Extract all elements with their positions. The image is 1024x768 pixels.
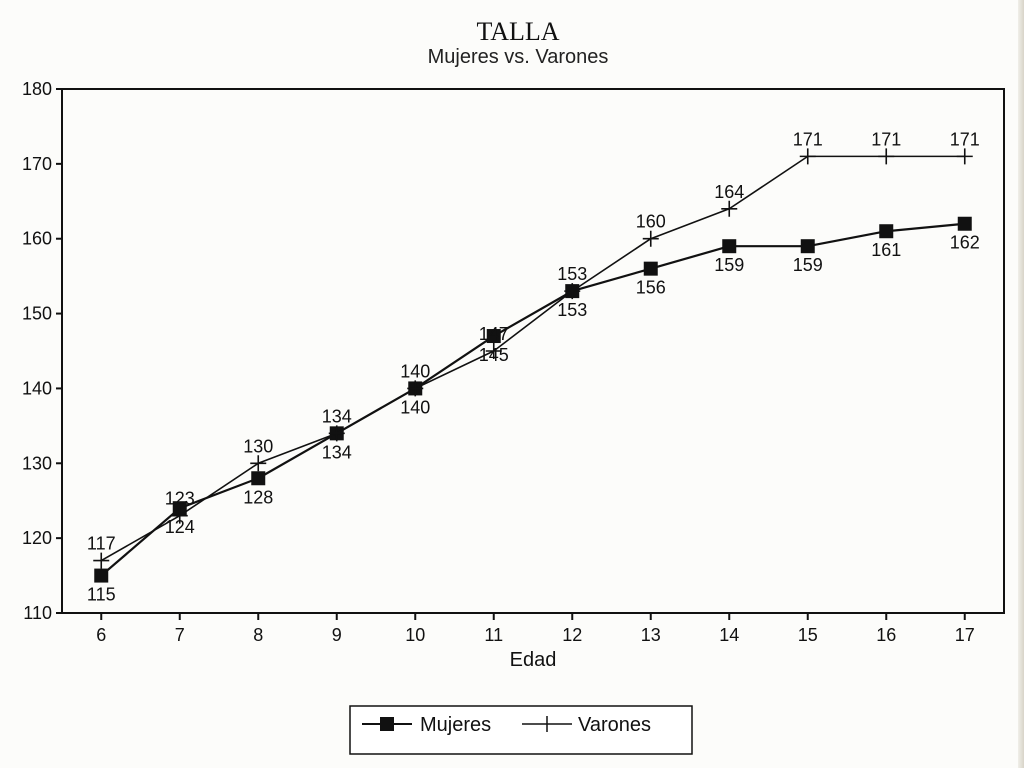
legend-square-marker bbox=[380, 717, 394, 731]
chart-title: TALLA bbox=[476, 17, 559, 46]
marker-varones bbox=[878, 148, 895, 165]
marker-varones bbox=[956, 148, 973, 165]
plot-frame bbox=[61, 88, 1005, 614]
marker-mujeres bbox=[800, 239, 815, 254]
y-tick-label: 110 bbox=[23, 603, 52, 623]
y-tick-label: 170 bbox=[22, 154, 52, 174]
data-label-varones: 171 bbox=[871, 129, 901, 149]
y-tick-label: 130 bbox=[22, 453, 52, 473]
series-layer bbox=[93, 148, 973, 583]
x-tick-label: 11 bbox=[484, 625, 503, 645]
marker-mujeres bbox=[643, 261, 658, 276]
marker-varones bbox=[250, 455, 267, 472]
legend-label-mujeres: Mujeres bbox=[420, 714, 491, 736]
marker-varones bbox=[564, 283, 581, 300]
data-label-varones: 171 bbox=[793, 129, 823, 149]
y-tick-label: 180 bbox=[22, 79, 52, 99]
data-labels: 115 124 128 134 140 145 153 156 159 159 161 162 117 1… bbox=[87, 129, 980, 604]
data-label-mujeres: 145 bbox=[479, 345, 509, 365]
marker-varones bbox=[642, 230, 659, 247]
x-tick-label: 6 bbox=[96, 625, 106, 645]
data-label-mujeres: 156 bbox=[636, 278, 666, 298]
x-axis: 6 7 8 9 10 11 12 13 14 15 16 17 bbox=[96, 613, 975, 645]
legend-label-varones: Varones bbox=[578, 714, 651, 736]
y-tick-label: 160 bbox=[22, 229, 52, 249]
x-axis-label: Edad bbox=[510, 649, 557, 671]
x-tick-label: 10 bbox=[405, 625, 425, 645]
data-label-mujeres: 159 bbox=[793, 255, 823, 275]
marker-mujeres bbox=[722, 239, 737, 254]
x-tick-label: 15 bbox=[798, 625, 818, 645]
y-tick-label: 120 bbox=[22, 528, 52, 548]
data-label-varones: 153 bbox=[557, 264, 587, 284]
marker-mujeres bbox=[251, 471, 266, 486]
marker-mujeres bbox=[957, 216, 972, 231]
data-label-mujeres: 162 bbox=[950, 233, 980, 253]
marker-mujeres bbox=[486, 329, 501, 344]
marker-mujeres bbox=[94, 568, 109, 583]
data-label-varones: 134 bbox=[322, 406, 352, 426]
data-label-varones: 147 bbox=[479, 324, 509, 344]
data-label-varones: 171 bbox=[950, 129, 980, 149]
data-label-varones: 140 bbox=[400, 361, 430, 381]
chart-subtitle: Mujeres vs. Varones bbox=[428, 46, 609, 68]
series-line-mujeres bbox=[100, 222, 965, 577]
series-line-varones bbox=[100, 155, 965, 562]
y-axis: 110 120 130 140 150 160 170 180 bbox=[22, 79, 62, 623]
marker-varones bbox=[799, 148, 816, 165]
x-tick-label: 16 bbox=[876, 625, 896, 645]
x-tick-label: 13 bbox=[641, 625, 661, 645]
marker-varones bbox=[485, 343, 502, 359]
data-label-mujeres: 134 bbox=[322, 442, 352, 462]
x-tick-label: 12 bbox=[562, 625, 582, 645]
x-tick-label: 17 bbox=[955, 625, 975, 645]
x-tick-label: 8 bbox=[253, 625, 263, 645]
marker-varones bbox=[171, 507, 188, 524]
data-label-mujeres: 140 bbox=[400, 397, 430, 417]
data-label-varones: 117 bbox=[87, 534, 116, 554]
data-label-mujeres: 124 bbox=[165, 517, 195, 537]
marker-mujeres bbox=[879, 224, 894, 239]
scan-edge bbox=[1018, 0, 1024, 768]
data-label-mujeres: 161 bbox=[871, 240, 901, 260]
data-label-mujeres: 115 bbox=[87, 585, 116, 605]
marker-varones bbox=[93, 552, 110, 569]
legend: Mujeres Varones bbox=[349, 705, 693, 755]
data-label-varones: 130 bbox=[243, 436, 273, 456]
data-label-varones: 123 bbox=[165, 489, 195, 509]
x-tick-label: 7 bbox=[175, 625, 185, 645]
x-tick-label: 14 bbox=[719, 625, 739, 645]
marker-varones bbox=[721, 200, 738, 217]
legend-box bbox=[349, 705, 693, 755]
data-label-mujeres: 153 bbox=[557, 300, 587, 320]
data-label-mujeres: 159 bbox=[714, 255, 744, 275]
marker-varones bbox=[328, 425, 345, 442]
x-tick-label: 9 bbox=[332, 625, 342, 645]
marker-varones bbox=[407, 380, 424, 397]
data-label-varones: 164 bbox=[714, 182, 744, 202]
y-tick-label: 140 bbox=[22, 378, 52, 398]
data-label-varones: 160 bbox=[636, 212, 666, 232]
y-tick-label: 150 bbox=[22, 304, 52, 324]
data-label-mujeres: 128 bbox=[243, 487, 273, 507]
